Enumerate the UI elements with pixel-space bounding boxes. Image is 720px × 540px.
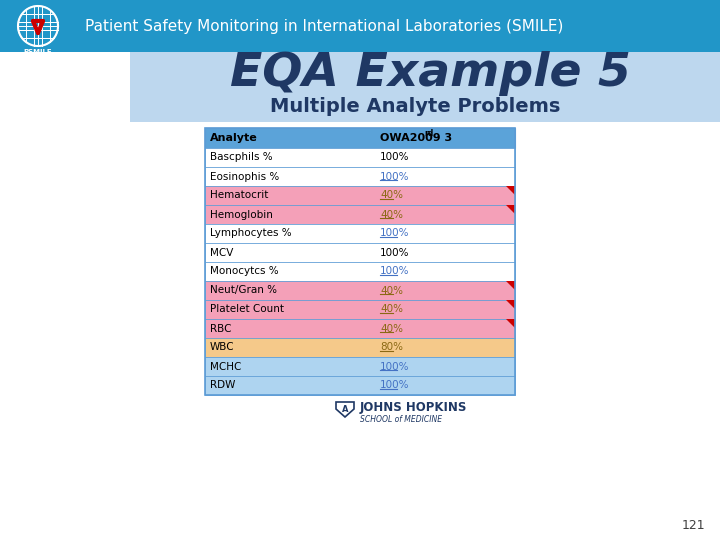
Text: Bascphils %: Bascphils % bbox=[210, 152, 273, 163]
Text: Multiple Analyte Problems: Multiple Analyte Problems bbox=[270, 98, 560, 117]
Text: 40%: 40% bbox=[380, 286, 403, 295]
Polygon shape bbox=[506, 300, 515, 309]
FancyBboxPatch shape bbox=[205, 128, 515, 148]
FancyBboxPatch shape bbox=[130, 52, 720, 122]
Text: PSMILE: PSMILE bbox=[24, 49, 53, 55]
Text: 40%: 40% bbox=[380, 191, 403, 200]
Text: 40%: 40% bbox=[380, 323, 403, 334]
Text: 100%: 100% bbox=[380, 172, 410, 181]
Text: 80%: 80% bbox=[380, 342, 403, 353]
Polygon shape bbox=[506, 281, 515, 290]
FancyBboxPatch shape bbox=[205, 262, 515, 281]
Text: Monocytcs %: Monocytcs % bbox=[210, 267, 279, 276]
Text: Analyte: Analyte bbox=[210, 133, 258, 143]
Polygon shape bbox=[506, 186, 515, 195]
Text: 100%: 100% bbox=[380, 247, 410, 258]
Circle shape bbox=[18, 6, 58, 46]
Text: Lymphocytes %: Lymphocytes % bbox=[210, 228, 292, 239]
Text: 100%: 100% bbox=[380, 267, 410, 276]
FancyBboxPatch shape bbox=[205, 224, 515, 243]
Text: 40%: 40% bbox=[380, 305, 403, 314]
FancyBboxPatch shape bbox=[205, 243, 515, 262]
FancyBboxPatch shape bbox=[205, 186, 515, 205]
Text: RDW: RDW bbox=[210, 381, 235, 390]
Text: Patient Safety Monitoring in International Laboratories (SMILE): Patient Safety Monitoring in Internation… bbox=[85, 18, 563, 33]
Text: rd: rd bbox=[424, 130, 433, 138]
FancyBboxPatch shape bbox=[205, 167, 515, 186]
Text: SCHOOL of MEDICINE: SCHOOL of MEDICINE bbox=[360, 415, 442, 423]
Text: 100%: 100% bbox=[380, 361, 410, 372]
FancyBboxPatch shape bbox=[205, 205, 515, 224]
Polygon shape bbox=[506, 319, 515, 328]
Text: Neut/Gran %: Neut/Gran % bbox=[210, 286, 277, 295]
Polygon shape bbox=[506, 205, 515, 214]
FancyBboxPatch shape bbox=[205, 357, 515, 376]
Text: 100%: 100% bbox=[380, 152, 410, 163]
Text: MCV: MCV bbox=[210, 247, 233, 258]
Text: 121: 121 bbox=[681, 519, 705, 532]
Text: JOHNS HOPKINS: JOHNS HOPKINS bbox=[360, 402, 467, 415]
Text: OWA2009 3: OWA2009 3 bbox=[380, 133, 452, 143]
Text: Eosinophis %: Eosinophis % bbox=[210, 172, 279, 181]
FancyBboxPatch shape bbox=[205, 376, 515, 395]
FancyBboxPatch shape bbox=[205, 148, 515, 167]
Text: Hemoglobin: Hemoglobin bbox=[210, 210, 273, 219]
Text: A: A bbox=[342, 404, 348, 414]
Text: Hematocrit: Hematocrit bbox=[210, 191, 269, 200]
Text: WBC: WBC bbox=[210, 342, 235, 353]
FancyBboxPatch shape bbox=[205, 300, 515, 319]
Text: 40%: 40% bbox=[380, 210, 403, 219]
Text: Platelet Count: Platelet Count bbox=[210, 305, 284, 314]
Circle shape bbox=[18, 6, 58, 46]
FancyBboxPatch shape bbox=[0, 0, 720, 52]
Text: RBC: RBC bbox=[210, 323, 232, 334]
FancyBboxPatch shape bbox=[205, 281, 515, 300]
FancyBboxPatch shape bbox=[205, 338, 515, 357]
Text: 100%: 100% bbox=[380, 381, 410, 390]
Text: EQA Example 5: EQA Example 5 bbox=[230, 51, 631, 97]
FancyBboxPatch shape bbox=[205, 319, 515, 338]
Text: 100%: 100% bbox=[380, 228, 410, 239]
Text: MCHC: MCHC bbox=[210, 361, 241, 372]
